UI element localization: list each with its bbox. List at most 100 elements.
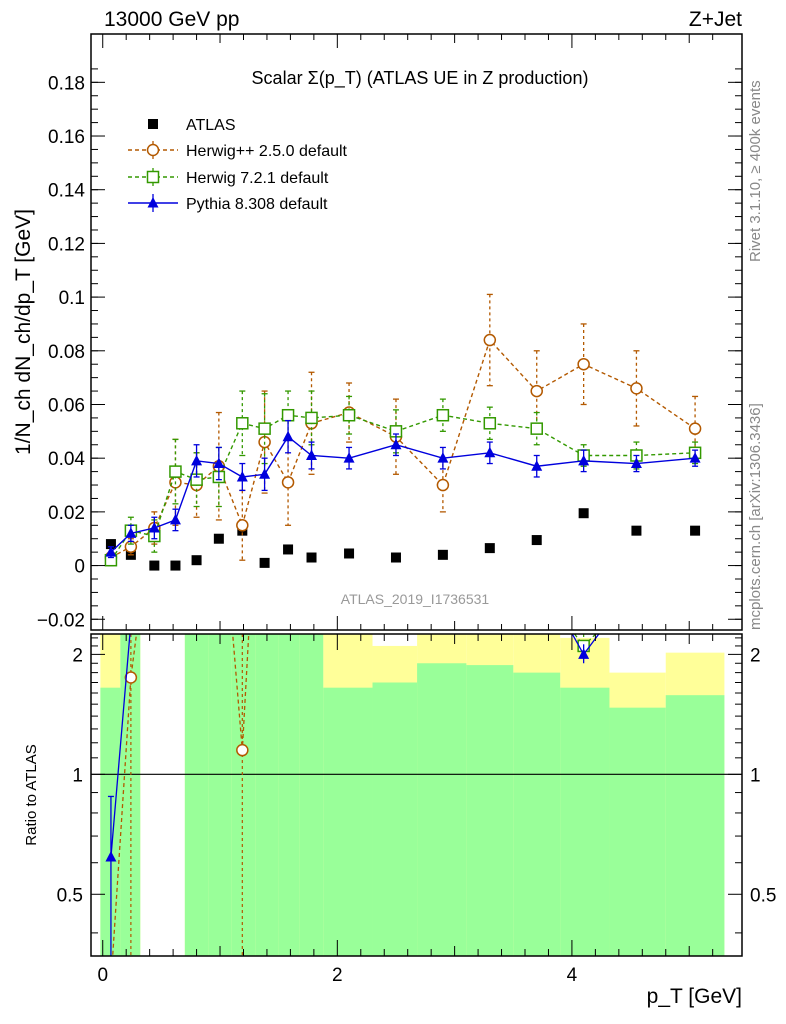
data-point (342, 408, 356, 422)
data-point (437, 452, 449, 463)
data-point (483, 417, 497, 430)
ratio-point (124, 671, 138, 684)
legend-label: Herwig 7.2.1 default (186, 170, 329, 187)
ratio-series-herwig-pp (112, 634, 250, 956)
data-point (531, 535, 542, 546)
data-point (236, 417, 249, 430)
legend-marker (146, 143, 160, 157)
main-plot-area (104, 293, 702, 571)
data-point (191, 555, 202, 566)
series-line (110, 338, 696, 559)
data-point (436, 408, 450, 422)
data-point (148, 521, 160, 533)
series-pythia-8-308-default (105, 419, 701, 559)
band-green (120, 634, 141, 956)
ratio-panel-frame (90, 633, 743, 957)
data-point (169, 513, 181, 525)
ratio-xtick-label: 4 (567, 965, 578, 986)
data-point (169, 465, 182, 478)
ratio-xtick-label: 0 (97, 965, 108, 986)
main-ytick-label: 0.08 (48, 342, 85, 363)
header-right: Z+Jet (689, 8, 742, 31)
band-green (513, 672, 561, 956)
series-line (110, 435, 696, 553)
data-point (105, 546, 117, 557)
data-point (630, 382, 643, 395)
ratio-point (236, 743, 249, 757)
data-point (281, 476, 295, 489)
band-green (184, 634, 209, 956)
band-green (231, 634, 256, 956)
band-green (278, 634, 300, 956)
main-ylabel: 1/N_ch dN_ch/dp_T [GeV] (12, 209, 35, 455)
band-green (372, 682, 418, 956)
main-ytick-label: 0.14 (48, 181, 85, 202)
data-point (390, 438, 402, 450)
data-point (125, 527, 137, 538)
legend-label: Pythia 8.308 default (186, 196, 328, 213)
band-green (208, 634, 232, 956)
main-ytick-label: 0.1 (59, 288, 85, 309)
data-point (483, 333, 497, 347)
data-point (281, 408, 295, 422)
ratio-ytick-label-right: 1 (750, 765, 761, 786)
ratio-point (105, 851, 117, 862)
ratio-plot-area (91, 634, 742, 956)
data-point (258, 422, 271, 435)
data-point (191, 454, 203, 466)
data-point (170, 560, 181, 571)
data-point (530, 422, 543, 435)
ratio-ytick-label: 1 (72, 765, 83, 786)
ratio-point (578, 648, 590, 659)
data-point (343, 452, 355, 463)
rivet-label: Rivet 3.1.10, ≥ 400k events (747, 80, 764, 262)
chart-title: Scalar Σ(p_T) (ATLAS UE in Z production) (252, 68, 589, 89)
data-point (149, 560, 160, 571)
ratio-ytick-label-right: 0.5 (750, 885, 776, 906)
data-point (213, 457, 225, 469)
data-point (282, 430, 294, 442)
main-ytick-label: 0.06 (48, 395, 85, 416)
ratio-line (110, 634, 131, 858)
data-point (306, 552, 317, 563)
data-point (437, 549, 448, 560)
legend: ATLAS Herwig++ 2.5.0 default Herwig 7.2.1 … (128, 117, 348, 213)
data-point (531, 460, 543, 471)
ratio-series-pythia (105, 634, 600, 956)
data-point (236, 470, 248, 482)
data-point (259, 468, 271, 479)
analysis-watermark: ATLAS_2019_I1736531 (341, 591, 490, 607)
data-point (577, 357, 590, 371)
data-point (630, 457, 642, 469)
data-point (689, 452, 701, 463)
data-point (306, 449, 318, 460)
data-point (283, 544, 294, 555)
data-point (305, 411, 318, 425)
main-ytick-label: 0.16 (48, 127, 85, 148)
data-point (390, 552, 401, 563)
band-green (609, 707, 666, 956)
header-left: 13000 GeV pp (104, 8, 239, 31)
main-ytick-label: 0 (74, 557, 85, 578)
legend-label: ATLAS (186, 117, 236, 134)
series-herwig-7-2-1-default (104, 390, 702, 567)
main-ytick-label: 0.02 (48, 503, 85, 524)
ratio-ytick-label: 0.5 (57, 885, 83, 906)
band-green (665, 695, 725, 956)
data-point (690, 525, 701, 536)
main-ytick-label: 0.12 (48, 234, 85, 255)
data-point (213, 533, 224, 544)
data-point (688, 422, 702, 435)
data-point (530, 384, 543, 398)
data-point (484, 543, 495, 554)
legend-label: Herwig++ 2.5.0 default (186, 143, 348, 160)
ratio-ytick-label: 2 (72, 645, 83, 666)
mcplots-label: mcplots.cern.ch [arXiv:1306.3436] (747, 403, 764, 630)
band-green (299, 634, 324, 956)
main-ytick-label: 0.04 (48, 449, 85, 470)
main-panel-frame (90, 33, 743, 631)
data-point (484, 446, 496, 458)
data-point (344, 548, 355, 559)
data-point (631, 525, 642, 536)
